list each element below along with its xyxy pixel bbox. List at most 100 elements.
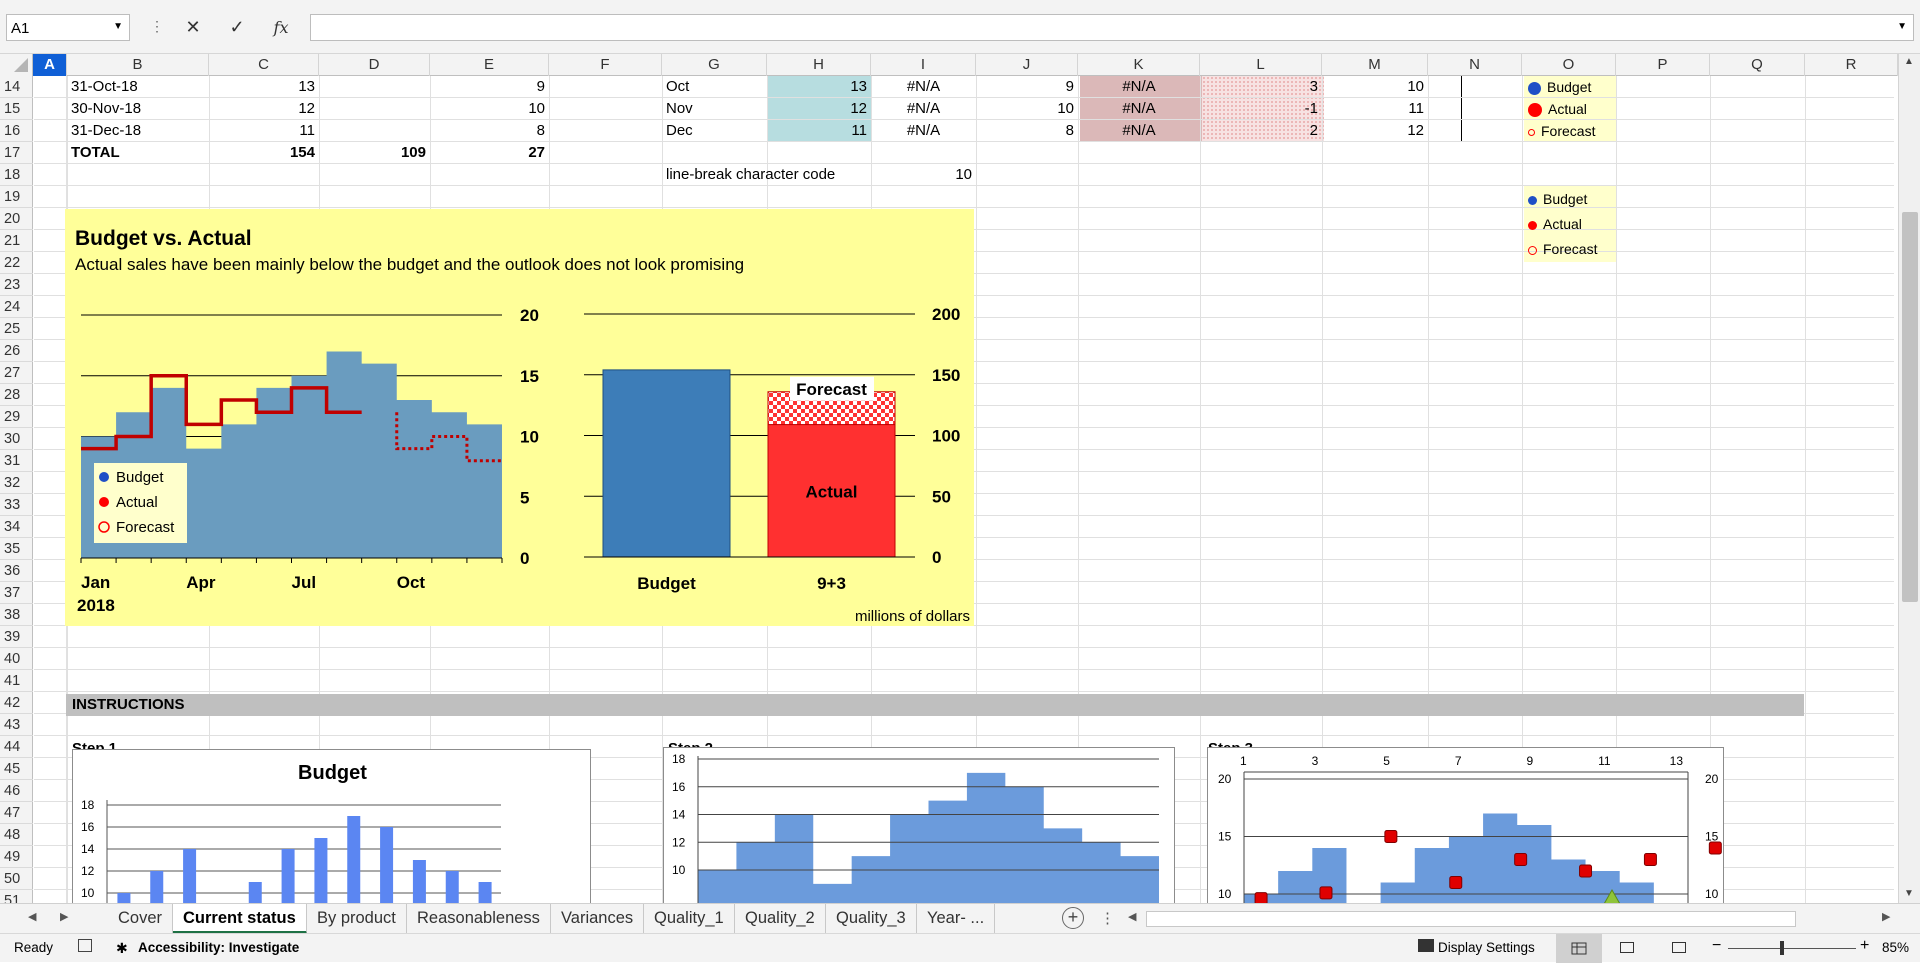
vertical-scrollbar[interactable]: ▲ ▼: [1898, 54, 1920, 903]
cell-i16[interactable]: #N/A: [906, 122, 941, 139]
tab-reasonableness[interactable]: Reasonableness: [407, 904, 551, 933]
cell-l16[interactable]: 2: [1309, 122, 1318, 139]
row-header-18[interactable]: 18: [0, 164, 33, 186]
row-header-34[interactable]: 34: [0, 516, 33, 538]
tab-quality-2[interactable]: Quality_2: [735, 904, 826, 933]
enter-icon[interactable]: ✓: [229, 17, 245, 37]
cell-d16[interactable]: [319, 120, 430, 142]
hscroll-right-icon[interactable]: ▶: [1882, 911, 1891, 923]
column-header-g[interactable]: G: [662, 54, 767, 76]
tab-scroll-left-icon[interactable]: ◀: [28, 911, 37, 923]
column-header-n[interactable]: N: [1428, 54, 1522, 76]
budget-vs-actual-chart[interactable]: Budget vs. Actual Actual sales have been…: [65, 209, 974, 626]
tab-variances[interactable]: Variances: [551, 904, 645, 933]
row-header-17[interactable]: 17: [0, 142, 33, 164]
cell-b14[interactable]: 31-Oct-18: [71, 78, 138, 95]
expand-formula-icon[interactable]: ▼: [1897, 21, 1907, 32]
horizontal-scrollbar[interactable]: [1146, 911, 1796, 927]
row-header-44[interactable]: 44: [0, 736, 33, 758]
macro-record-icon[interactable]: [78, 939, 92, 952]
cell-h14[interactable]: 13: [850, 78, 867, 95]
column-header-c[interactable]: C: [209, 54, 319, 76]
cell-g15[interactable]: Nov: [666, 100, 693, 117]
column-header-l[interactable]: L: [1200, 54, 1322, 76]
cell-e17[interactable]: 27: [528, 144, 545, 161]
cell-l15[interactable]: -1: [1304, 100, 1318, 117]
tab-by-product[interactable]: By product: [307, 904, 407, 933]
accessibility-icon[interactable]: ✱: [116, 940, 128, 956]
row-header-27[interactable]: 27: [0, 362, 33, 384]
page-layout-icon[interactable]: [1620, 942, 1634, 953]
row-header-32[interactable]: 32: [0, 472, 33, 494]
cell-b15[interactable]: 30-Nov-18: [71, 100, 142, 117]
column-header-m[interactable]: M: [1322, 54, 1428, 76]
row-header-23[interactable]: 23: [0, 274, 33, 296]
row-header-20[interactable]: 20: [0, 208, 33, 230]
row-header-19[interactable]: 19: [0, 186, 33, 208]
column-header-f[interactable]: F: [549, 54, 662, 76]
row-header-21[interactable]: 21: [0, 230, 33, 252]
cell-e14[interactable]: 9: [536, 78, 545, 95]
tab-scroll-right-icon[interactable]: ▶: [60, 911, 69, 923]
cell-k14[interactable]: #N/A: [1122, 78, 1156, 95]
row-header-22[interactable]: 22: [0, 252, 33, 274]
row-header-45[interactable]: 45: [0, 758, 33, 780]
cell-m15[interactable]: 11: [1408, 100, 1424, 117]
cell-g14[interactable]: Oct: [666, 78, 690, 95]
chevron-down-icon[interactable]: ▼: [113, 21, 123, 32]
row-header-39[interactable]: 39: [0, 626, 33, 648]
row-header-35[interactable]: 35: [0, 538, 33, 560]
normal-view-icon[interactable]: [1556, 934, 1602, 963]
cell-l14[interactable]: 3: [1309, 78, 1318, 95]
row-header-46[interactable]: 46: [0, 780, 33, 802]
row-header-28[interactable]: 28: [0, 384, 33, 406]
cell-m16[interactable]: 12: [1407, 122, 1424, 139]
step2-chart[interactable]: 10 12 14 16 18: [663, 747, 1175, 903]
formula-input[interactable]: ▼: [310, 14, 1914, 41]
row-header-47[interactable]: 47: [0, 802, 33, 824]
more-options-icon[interactable]: ⋮: [150, 18, 164, 34]
column-header-k[interactable]: K: [1078, 54, 1200, 76]
row-header-43[interactable]: 43: [0, 714, 33, 736]
page-break-icon[interactable]: [1672, 942, 1686, 953]
display-settings-icon[interactable]: [1418, 939, 1434, 952]
cell-j15[interactable]: 10: [1057, 100, 1074, 117]
row-header-16[interactable]: 16: [0, 120, 33, 142]
cell-i15[interactable]: #N/A: [906, 100, 941, 117]
row-header-29[interactable]: 29: [0, 406, 33, 428]
column-header-r[interactable]: R: [1805, 54, 1898, 76]
cell-h15[interactable]: 12: [850, 100, 867, 117]
tab-cover[interactable]: Cover: [108, 904, 174, 933]
row-header-37[interactable]: 37: [0, 582, 33, 604]
step1-chart[interactable]: Budget 10 12 14 16 18: [72, 749, 591, 903]
cell-e16[interactable]: 8: [536, 122, 545, 139]
row-header-26[interactable]: 26: [0, 340, 33, 362]
column-header-d[interactable]: D: [319, 54, 430, 76]
cell-b16[interactable]: 31-Dec-18: [71, 122, 142, 139]
cell-j14[interactable]: 9: [1065, 78, 1074, 95]
zoom-slider-handle[interactable]: [1780, 941, 1784, 955]
display-settings[interactable]: Display Settings: [1438, 940, 1535, 955]
add-sheet-icon[interactable]: +: [1062, 907, 1084, 929]
column-header-o[interactable]: O: [1522, 54, 1616, 76]
row-header-40[interactable]: 40: [0, 648, 33, 670]
cell-d15[interactable]: [319, 98, 430, 120]
row-header-51[interactable]: 51: [0, 890, 33, 903]
scroll-down-icon[interactable]: ▼: [1904, 888, 1914, 899]
column-header-q[interactable]: Q: [1710, 54, 1805, 76]
cell-k16[interactable]: #N/A: [1122, 122, 1156, 139]
column-header-e[interactable]: E: [430, 54, 549, 76]
cell-c17[interactable]: 154: [289, 144, 315, 161]
cell-h16[interactable]: 11: [851, 122, 867, 139]
step3-chart[interactable]: 10 10 15 15 20 20 1 3 5 7 9 11 13: [1207, 747, 1787, 903]
row-header-48[interactable]: 48: [0, 824, 33, 846]
row-header-15[interactable]: 15: [0, 98, 33, 120]
line-break-label[interactable]: line-break character code: [666, 166, 836, 183]
tab-quality-1[interactable]: Quality_1: [644, 904, 735, 933]
cell-i14[interactable]: #N/A: [906, 78, 941, 95]
cell-e15[interactable]: 10: [528, 100, 545, 117]
column-header-b[interactable]: B: [67, 54, 209, 76]
cancel-icon[interactable]: ✕: [185, 17, 201, 37]
zoom-out-icon[interactable]: −: [1712, 937, 1722, 954]
row-header-33[interactable]: 33: [0, 494, 33, 516]
